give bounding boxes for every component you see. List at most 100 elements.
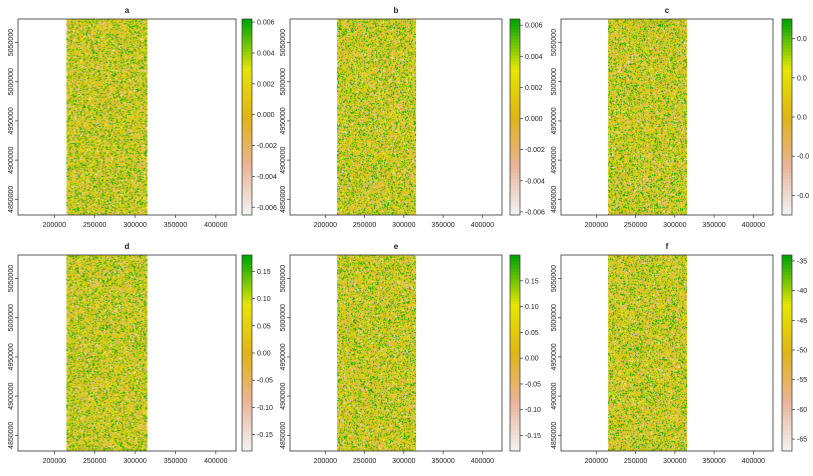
legend-swatch bbox=[782, 120, 792, 125]
legend-swatch bbox=[242, 281, 252, 285]
legend-swatch bbox=[242, 123, 252, 128]
legend-swatch bbox=[242, 87, 252, 92]
legend-swatch bbox=[242, 346, 252, 351]
legend-swatch bbox=[782, 192, 792, 196]
legend-swatch bbox=[242, 143, 252, 147]
legend-swatch bbox=[510, 48, 520, 53]
panel-title: e bbox=[394, 242, 399, 251]
legend-swatch bbox=[782, 307, 792, 312]
legend-swatch bbox=[242, 421, 252, 426]
legend-swatch bbox=[242, 415, 252, 419]
x-tick-label: 400000 bbox=[742, 458, 765, 465]
legend-swatch bbox=[782, 35, 792, 40]
legend-swatch bbox=[242, 25, 252, 30]
y-tick-label: 4850000 bbox=[280, 186, 287, 213]
legend-swatch bbox=[510, 255, 520, 259]
legend-swatch bbox=[242, 110, 252, 115]
legend-swatch bbox=[242, 192, 252, 196]
legend-swatch bbox=[242, 64, 252, 69]
y-tick-label: 4900000 bbox=[551, 382, 558, 409]
legend-swatch bbox=[782, 323, 792, 328]
panel-title: b bbox=[394, 6, 399, 15]
legend-tick-label: 0.006 bbox=[257, 20, 275, 27]
legend-swatch bbox=[782, 349, 792, 354]
legend-tick-label: -65 bbox=[797, 437, 807, 444]
legend-swatch bbox=[510, 110, 520, 115]
legend-swatch bbox=[782, 136, 792, 141]
legend-swatch bbox=[242, 146, 252, 151]
legend-swatch bbox=[510, 94, 520, 98]
legend-swatch bbox=[510, 415, 520, 419]
legend-swatch bbox=[782, 418, 792, 423]
legend-swatch bbox=[242, 349, 252, 354]
legend-swatch bbox=[242, 264, 252, 269]
legend-swatch bbox=[782, 51, 792, 56]
legend-swatch bbox=[782, 300, 792, 305]
legend-swatch bbox=[510, 38, 520, 43]
legend-swatch bbox=[510, 284, 520, 289]
legend-tick-label: 0.002 bbox=[525, 85, 543, 92]
x-tick-label: 200000 bbox=[43, 458, 66, 465]
legend-swatch bbox=[242, 317, 252, 321]
legend-swatch bbox=[510, 195, 520, 200]
legend-swatch bbox=[242, 388, 252, 393]
legend-swatch bbox=[510, 77, 520, 82]
legend-swatch bbox=[242, 274, 252, 279]
legend-swatch bbox=[242, 353, 252, 357]
legend-swatch bbox=[782, 94, 792, 98]
legend-swatch bbox=[782, 166, 792, 170]
legend-colorbar: -0.006 -0.004 -0.002 0.000 0.002 0.004 0.006 bbox=[509, 18, 545, 216]
legend-swatch bbox=[242, 74, 252, 79]
legend-swatch bbox=[242, 375, 252, 380]
legend-swatch bbox=[510, 156, 520, 160]
legend-swatch bbox=[782, 117, 792, 121]
legend-swatch bbox=[242, 310, 252, 315]
legend-swatch bbox=[242, 277, 252, 282]
legend-swatch bbox=[242, 372, 252, 377]
legend-swatch bbox=[510, 398, 520, 403]
legend-swatch bbox=[510, 74, 520, 79]
legend-swatch bbox=[782, 169, 792, 174]
legend-swatch bbox=[782, 143, 792, 147]
legend-swatch bbox=[242, 84, 252, 89]
legend-swatch bbox=[510, 71, 520, 76]
legend-swatch bbox=[242, 258, 252, 263]
legend-swatch bbox=[510, 103, 520, 108]
legend-swatch bbox=[782, 333, 792, 338]
legend-swatch bbox=[782, 162, 792, 167]
legend-swatch bbox=[510, 19, 520, 23]
legend-tick-label: -0.10 bbox=[257, 405, 273, 412]
legend-swatch bbox=[782, 297, 792, 302]
legend-swatch bbox=[782, 339, 792, 344]
legend-swatch bbox=[242, 444, 252, 449]
y-tick-label: 5000000 bbox=[551, 304, 558, 331]
legend-swatch bbox=[782, 156, 792, 160]
legend-swatch bbox=[242, 90, 252, 95]
legend-swatch bbox=[510, 87, 520, 92]
legend-swatch bbox=[782, 424, 792, 429]
legend-swatch bbox=[782, 317, 792, 321]
legend-swatch bbox=[242, 434, 252, 439]
y-tick-label: 5000000 bbox=[8, 304, 15, 331]
raster-image bbox=[66, 255, 148, 451]
y-tick-label: 4900000 bbox=[280, 146, 287, 173]
y-tick-label: 5050000 bbox=[551, 29, 558, 56]
legend-tick-label: 0.000 bbox=[257, 112, 275, 119]
legend-swatch bbox=[242, 185, 252, 190]
x-tick-label: 250000 bbox=[83, 222, 106, 229]
legend-swatch bbox=[510, 431, 520, 436]
y-tick-label: 4950000 bbox=[280, 343, 287, 370]
legend-swatch bbox=[510, 51, 520, 56]
legend-swatch bbox=[782, 61, 792, 66]
legend-swatch bbox=[510, 107, 520, 111]
legend-swatch bbox=[510, 172, 520, 177]
legend-swatch bbox=[242, 152, 252, 157]
legend-swatch bbox=[510, 130, 520, 134]
legend-swatch bbox=[510, 90, 520, 95]
legend-swatch bbox=[242, 113, 252, 118]
legend-swatch bbox=[510, 152, 520, 157]
legend-swatch bbox=[510, 375, 520, 380]
legend-swatch bbox=[510, 149, 520, 154]
panel-f: f 200000 250000 300000 350000 400000 4850000 49… bbox=[551, 242, 807, 465]
legend-swatch bbox=[242, 61, 252, 66]
